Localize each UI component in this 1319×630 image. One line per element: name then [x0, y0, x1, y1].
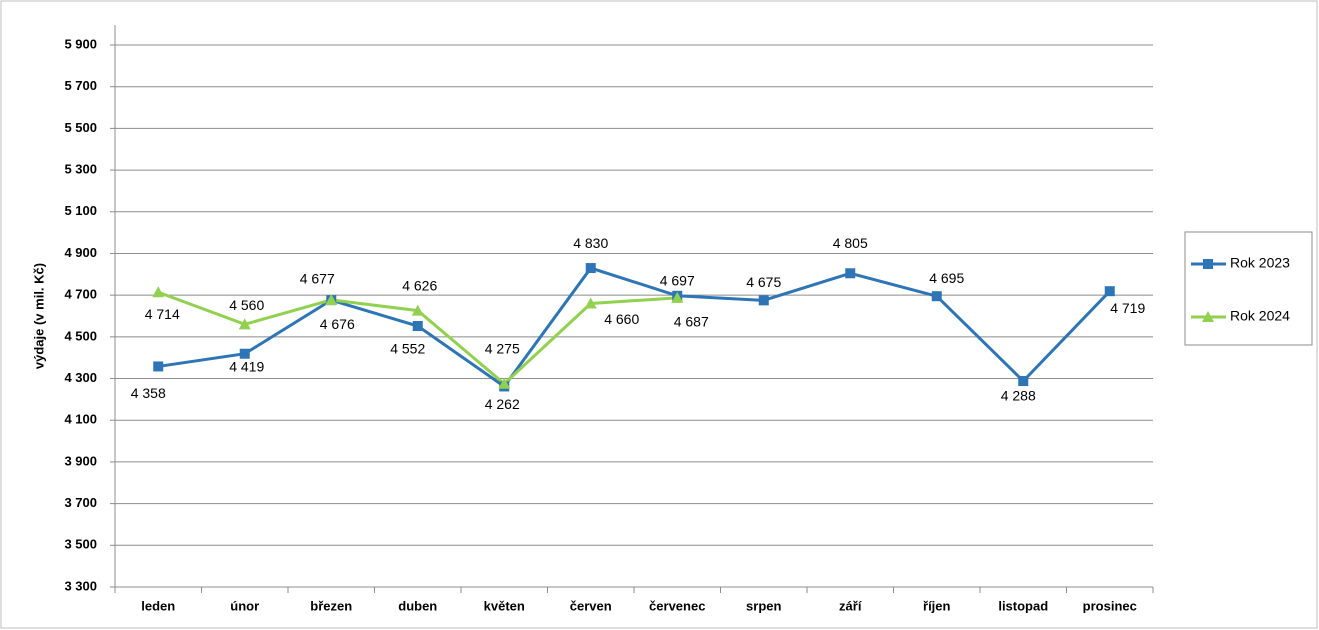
marker	[584, 297, 597, 309]
series-line	[158, 266, 1111, 389]
data-label: 4 660	[604, 311, 639, 327]
legend-label: Rok 2024	[1230, 308, 1290, 324]
y-tick-label: 3 300	[64, 578, 97, 593]
data-label: 4 695	[929, 270, 964, 286]
marker	[411, 304, 424, 316]
y-tick-label: 3 900	[64, 453, 97, 468]
data-label: 4 714	[145, 306, 180, 322]
x-tick-label: červen	[570, 598, 612, 613]
marker	[758, 295, 769, 306]
marker	[1104, 286, 1115, 297]
data-label: 4 675	[746, 274, 781, 290]
x-tick-label: srpen	[746, 598, 781, 613]
marker	[845, 268, 856, 279]
marker	[412, 321, 423, 332]
marker	[671, 291, 684, 303]
y-axis-title: výdaje (v mil. Kč)	[31, 263, 46, 369]
data-label: 4 687	[674, 314, 709, 330]
marker	[239, 348, 250, 359]
data-label: 4 719	[1110, 300, 1145, 316]
x-tick-label: červenec	[649, 598, 705, 613]
data-label: 4 805	[833, 235, 868, 251]
y-tick-label: 5 100	[64, 203, 97, 218]
x-tick-label: listopad	[998, 598, 1048, 613]
data-label: 4 677	[300, 271, 335, 287]
marker	[585, 263, 596, 274]
y-tick-label: 5 300	[64, 162, 97, 177]
y-tick-label: 3 700	[64, 495, 97, 510]
marker	[1202, 311, 1214, 322]
marker	[153, 361, 164, 372]
data-label: 4 275	[485, 340, 520, 356]
data-label: 4 830	[573, 235, 608, 251]
marker	[931, 291, 942, 302]
y-tick-label: 4 300	[64, 370, 97, 385]
data-label: 4 419	[229, 358, 264, 374]
y-tick-label: 5 900	[64, 36, 97, 51]
data-label: 4 560	[229, 297, 264, 313]
y-tick-label: 4 700	[64, 287, 97, 302]
y-tick-label: 4 100	[64, 412, 97, 427]
marker	[498, 377, 511, 389]
y-tick-label: 3 500	[64, 537, 97, 552]
data-label: 4 358	[131, 385, 166, 401]
y-tick-label: 4 900	[64, 245, 97, 260]
data-label: 4 262	[485, 396, 520, 412]
marker	[238, 318, 251, 330]
marker	[1203, 259, 1213, 269]
data-label: 4 552	[390, 341, 425, 357]
y-tick-label: 5 500	[64, 120, 97, 135]
legend-label: Rok 2023	[1230, 255, 1290, 271]
x-tick-label: prosinec	[1083, 598, 1137, 613]
x-tick-label: květen	[484, 598, 525, 613]
data-label: 4 697	[660, 272, 695, 288]
x-tick-label: duben	[398, 598, 437, 613]
x-tick-label: leden	[141, 598, 175, 613]
x-tick-label: únor	[230, 598, 259, 613]
legend-box	[1184, 231, 1313, 346]
x-tick-label: říjen	[923, 598, 951, 613]
x-tick-label: září	[839, 598, 862, 613]
marker	[152, 286, 165, 298]
data-label: 4 676	[320, 316, 355, 332]
y-tick-label: 5 700	[64, 78, 97, 93]
marker	[1018, 376, 1029, 387]
marker	[325, 293, 338, 305]
x-tick-label: březen	[310, 598, 352, 613]
data-label: 4 626	[402, 277, 437, 293]
y-tick-label: 4 500	[64, 328, 97, 343]
data-label: 4 288	[1001, 388, 1036, 404]
